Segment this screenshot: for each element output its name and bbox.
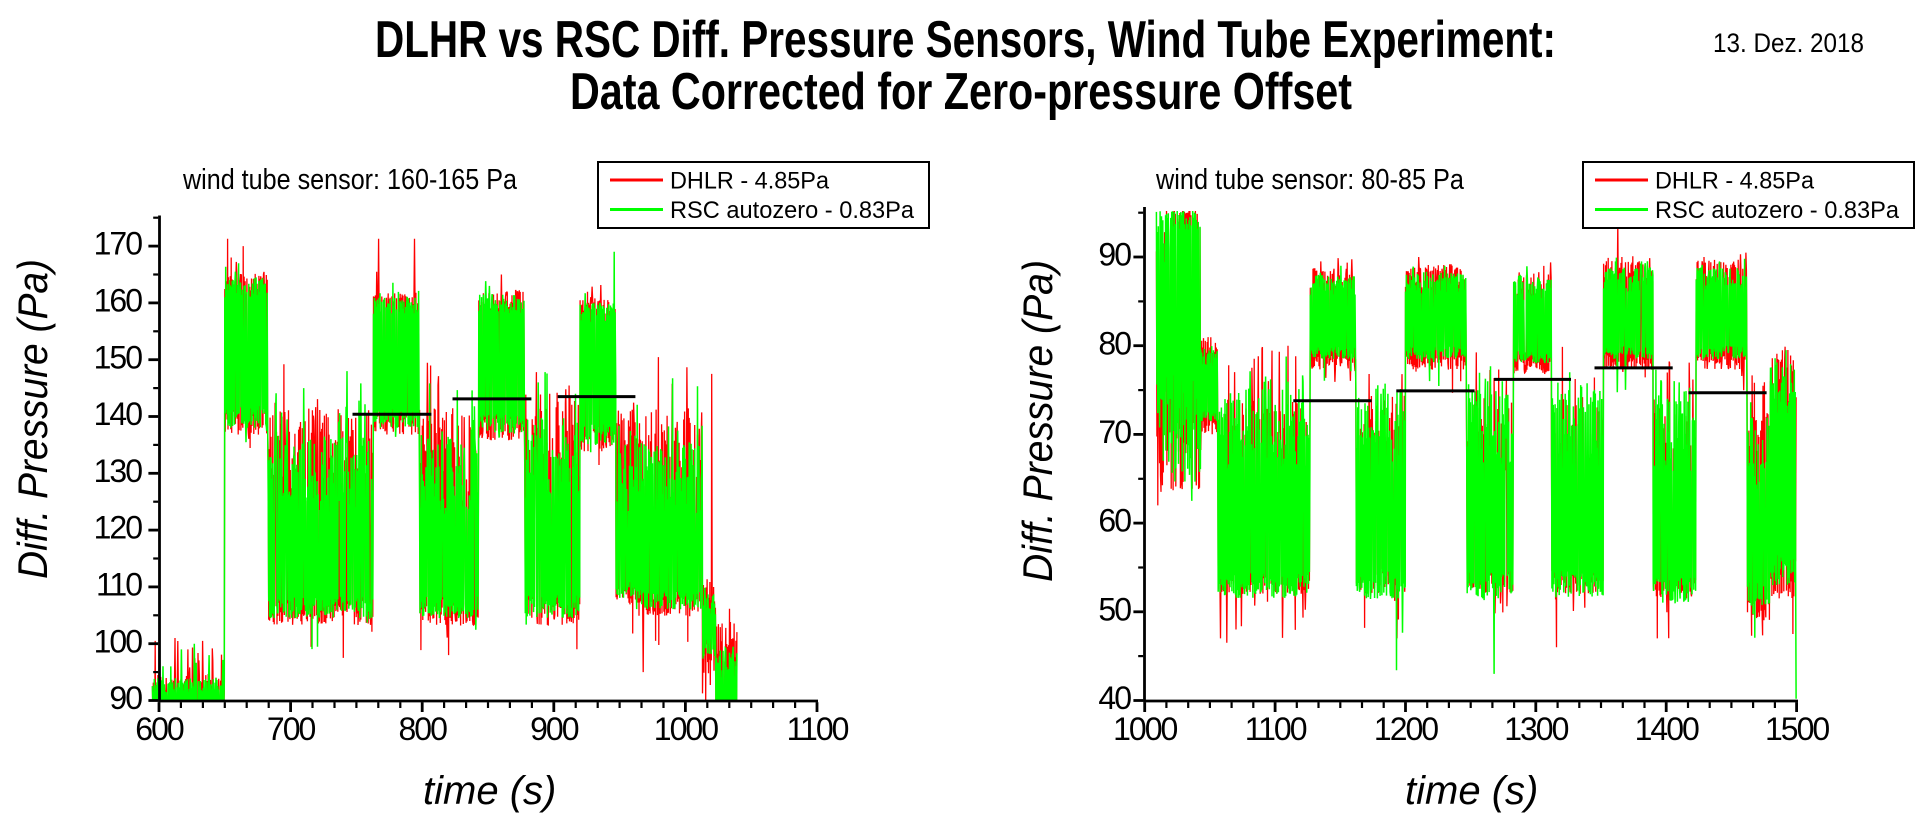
svg-text:110: 110 — [96, 567, 142, 603]
svg-text:1300: 1300 — [1504, 711, 1568, 747]
svg-text:1400: 1400 — [1635, 711, 1699, 747]
svg-text:1100: 1100 — [1245, 711, 1307, 747]
svg-text:RSC autozero - 0.83Pa: RSC autozero - 0.83Pa — [1655, 197, 1900, 224]
svg-text:80: 80 — [1098, 325, 1131, 361]
svg-text:time (s): time (s) — [1405, 769, 1538, 813]
svg-text:900: 900 — [530, 711, 579, 747]
svg-text:100: 100 — [94, 623, 143, 659]
svg-text:time (s): time (s) — [423, 769, 556, 813]
svg-text:90: 90 — [109, 680, 142, 716]
svg-text:130: 130 — [94, 453, 143, 489]
svg-text:150: 150 — [94, 339, 143, 375]
svg-text:1000: 1000 — [654, 711, 718, 747]
svg-text:170: 170 — [94, 226, 143, 262]
svg-text:1200: 1200 — [1374, 711, 1438, 747]
svg-text:140: 140 — [94, 396, 143, 432]
svg-text:DLHR vs RSC Diff. Pressure Sen: DLHR vs RSC Diff. Pressure Sensors, Wind… — [375, 11, 1556, 69]
svg-text:160: 160 — [94, 283, 143, 319]
svg-text:Diff. Pressure (Pa): Diff. Pressure (Pa) — [1014, 260, 1061, 582]
svg-text:700: 700 — [267, 711, 316, 747]
svg-text:wind tube sensor: 160-165 Pa: wind tube sensor: 160-165 Pa — [182, 164, 518, 196]
svg-text:1500: 1500 — [1765, 711, 1829, 747]
svg-text:DHLR - 4.85Pa: DHLR - 4.85Pa — [1655, 168, 1815, 195]
svg-text:70: 70 — [1098, 414, 1131, 450]
svg-text:wind tube sensor: 80-85 Pa: wind tube sensor: 80-85 Pa — [1155, 164, 1465, 196]
svg-text:RSC autozero - 0.83Pa: RSC autozero - 0.83Pa — [670, 197, 915, 224]
svg-text:Data Corrected for Zero-pressu: Data Corrected for Zero-pressure Offset — [570, 63, 1352, 121]
svg-text:90: 90 — [1098, 237, 1131, 273]
svg-text:13. Dez. 2018: 13. Dez. 2018 — [1713, 28, 1864, 58]
svg-text:120: 120 — [94, 510, 143, 546]
svg-text:1000: 1000 — [1113, 711, 1177, 747]
svg-text:50: 50 — [1098, 591, 1131, 627]
svg-text:40: 40 — [1098, 680, 1131, 716]
svg-text:800: 800 — [399, 711, 448, 747]
svg-text:600: 600 — [135, 711, 184, 747]
svg-text:Diff. Pressure (Pa): Diff. Pressure (Pa) — [9, 259, 56, 579]
svg-text:1100: 1100 — [787, 711, 849, 747]
svg-text:60: 60 — [1098, 503, 1131, 539]
svg-text:DHLR - 4.85Pa: DHLR - 4.85Pa — [670, 168, 830, 195]
